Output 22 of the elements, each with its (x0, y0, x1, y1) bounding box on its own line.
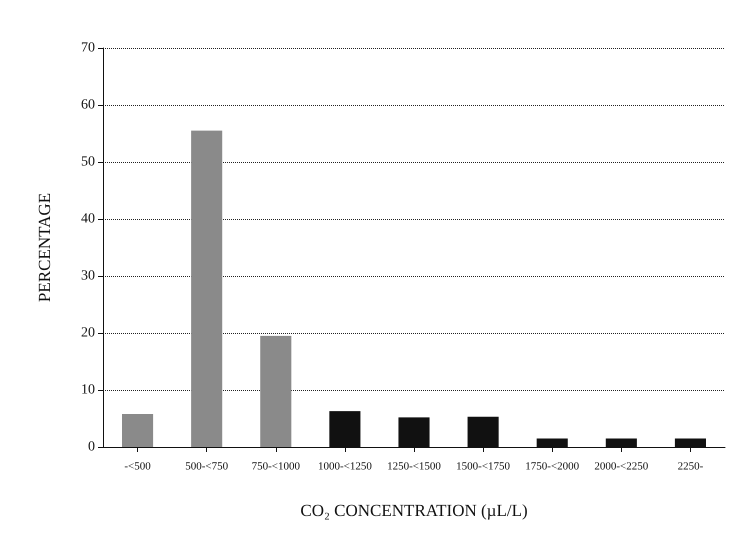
y-tick-label: 70 (81, 40, 95, 56)
y-tick-label: 10 (81, 382, 95, 398)
x-tick-label: 2250- (678, 460, 704, 472)
x-tick-label: 1250-<1500 (387, 460, 442, 472)
bar (122, 414, 154, 447)
bar (191, 130, 222, 447)
y-tick-label: 40 (81, 212, 95, 226)
x-tick-label: 1500-<1750 (456, 460, 511, 472)
x-tick-label: -<500 (124, 460, 152, 472)
x-tick-label: 500-<750 (185, 460, 229, 472)
y-tick-label: 30 (81, 268, 95, 284)
x-tick-label: 1750-<2000 (525, 460, 580, 472)
y-tick-label: 50 (81, 154, 95, 170)
y-tick-label: 20 (81, 326, 95, 340)
y-tick-label: 60 (81, 98, 95, 112)
x-tick-label: 750-<1000 (252, 460, 300, 472)
bar (260, 336, 292, 447)
y-axis-title: PERCENTAGE (35, 192, 54, 302)
y-tick-label: 0 (88, 440, 95, 454)
x-tick-label: 1000-<1250 (318, 460, 372, 472)
x-axis-title: CO₂ CONCENTRATION (µL/L) (300, 501, 528, 520)
x-tick-label: 2000-<2250 (594, 460, 649, 472)
